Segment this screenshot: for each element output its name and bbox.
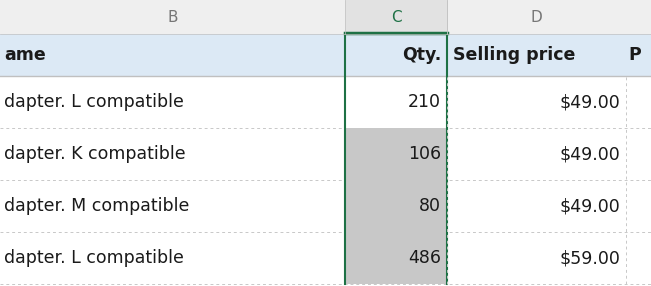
Bar [626, 0, 651, 34]
Text: $49.00: $49.00 [559, 145, 620, 163]
Bar [447, 34, 626, 76]
Bar [447, 128, 626, 180]
Bar [0, 0, 345, 34]
Bar [345, 0, 447, 34]
Bar [626, 128, 651, 180]
Bar [626, 232, 651, 284]
Bar [345, 232, 447, 284]
Bar [345, 76, 447, 128]
Bar [345, 128, 447, 180]
Bar [447, 76, 626, 128]
Bar [345, 34, 447, 76]
Bar [0, 76, 345, 128]
Bar [447, 232, 626, 284]
Bar [0, 128, 345, 180]
Text: C: C [391, 9, 401, 25]
Bar [0, 232, 345, 284]
Text: 106: 106 [408, 145, 441, 163]
Bar [626, 76, 651, 128]
Text: $49.00: $49.00 [559, 93, 620, 111]
Text: 80: 80 [419, 197, 441, 215]
Text: dapter. L compatible: dapter. L compatible [4, 93, 184, 111]
Bar [447, 0, 626, 34]
Text: 486: 486 [408, 249, 441, 267]
Bar [0, 34, 345, 76]
Bar [345, 180, 447, 232]
Bar [0, 180, 345, 232]
Bar [447, 180, 626, 232]
Text: $59.00: $59.00 [559, 249, 620, 267]
Bar [626, 180, 651, 232]
Text: dapter. K compatible: dapter. K compatible [4, 145, 186, 163]
Text: dapter. M compatible: dapter. M compatible [4, 197, 189, 215]
Text: $49.00: $49.00 [559, 197, 620, 215]
Text: D: D [531, 9, 542, 25]
Bar [626, 34, 651, 76]
Text: Qty.: Qty. [402, 46, 441, 64]
Text: 210: 210 [408, 93, 441, 111]
Text: B: B [167, 9, 178, 25]
Text: dapter. L compatible: dapter. L compatible [4, 249, 184, 267]
Text: P: P [628, 46, 641, 64]
Text: Selling price: Selling price [453, 46, 575, 64]
Text: ame: ame [4, 46, 46, 64]
